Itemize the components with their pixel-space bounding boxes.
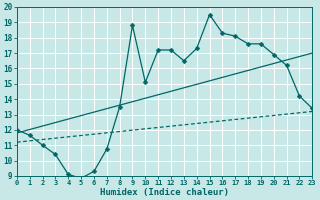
X-axis label: Humidex (Indice chaleur): Humidex (Indice chaleur) xyxy=(100,188,229,197)
